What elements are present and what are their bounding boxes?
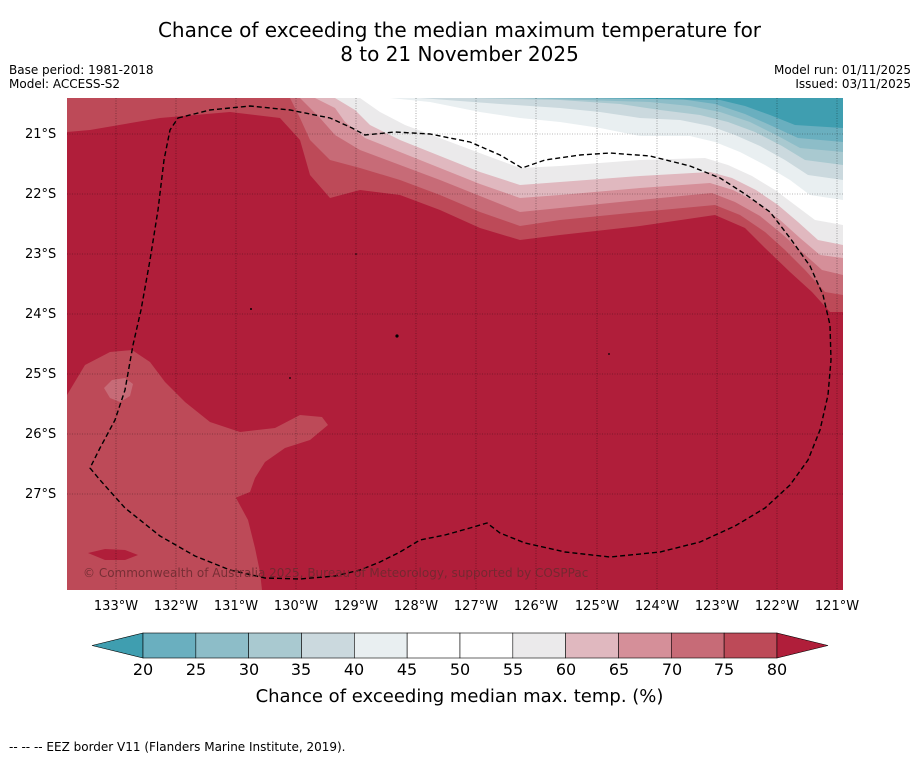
colorbar-tick-label: 55	[502, 660, 524, 679]
lon-label: 125°W	[574, 599, 620, 614]
colorbar-tick-label: 30	[238, 660, 260, 679]
islands	[250, 253, 610, 379]
colorbar-segment	[301, 632, 355, 659]
colorbar-tick-label: 75	[713, 660, 735, 679]
colorbar-segment	[142, 632, 197, 659]
colorbar-segment	[406, 632, 461, 659]
lon-label: 122°W	[754, 599, 800, 614]
lon-label: 127°W	[453, 599, 499, 614]
meta-left: Base period: 1981-2018 Model: ACCESS-S2	[9, 63, 154, 91]
title-line-2: 8 to 21 November 2025	[340, 42, 579, 66]
model-name: Model: ACCESS-S2	[9, 77, 121, 91]
colorbar-segment	[512, 632, 566, 659]
colorbar-segment	[565, 632, 619, 659]
colorbar	[91, 632, 829, 659]
colorbar-tick-label: 50	[449, 660, 471, 679]
lat-label: 26°S	[25, 427, 57, 442]
meta-right: Model run: 01/11/2025 Issued: 03/11/2025	[774, 63, 911, 91]
lat-label: 27°S	[25, 487, 57, 502]
colorbar-tick-label: 35	[290, 660, 312, 679]
copyright-note: © Commonwealth of Australia 2025, Bureau…	[83, 566, 589, 580]
footer-note: -- -- -- EEZ border V11 (Flanders Marine…	[9, 740, 346, 754]
colorbar-segment	[670, 632, 725, 659]
colorbar-tick-label: 70	[661, 660, 683, 679]
colorbar-tick-label: 25	[185, 660, 207, 679]
title-line-1: Chance of exceeding the median maximum t…	[157, 18, 762, 42]
lat-label: 21°S	[25, 127, 57, 142]
lat-label: 22°S	[25, 187, 57, 202]
colorbar-segment	[459, 632, 514, 659]
lon-label: 128°W	[393, 599, 439, 614]
colorbar-segment	[723, 632, 778, 659]
colorbar-extend-low	[91, 632, 144, 659]
colorbar-tick-label: 45	[396, 660, 418, 679]
lon-label: 123°W	[694, 599, 740, 614]
colorbar-segment	[354, 632, 408, 659]
colorbar-segment	[195, 632, 249, 659]
band-below-20	[590, 98, 843, 128]
map-fill	[67, 98, 843, 590]
chart-title: Chance of exceeding the median maximum t…	[0, 18, 919, 66]
band-over-80-bottom-patch	[88, 549, 138, 560]
lon-label: 131°W	[213, 599, 259, 614]
colorbar-title: Chance of exceeding median max. temp. (%…	[255, 686, 664, 707]
issued-date: Issued: 03/11/2025	[795, 77, 911, 91]
lon-label: 124°W	[634, 599, 680, 614]
lat-label: 23°S	[25, 247, 57, 262]
colorbar-tick-label: 60	[555, 660, 577, 679]
lon-label: 121°W	[814, 599, 860, 614]
lon-label: 126°W	[513, 599, 559, 614]
graticule	[67, 98, 843, 590]
lat-label: 24°S	[25, 307, 57, 322]
lat-label: 25°S	[25, 367, 57, 382]
colorbar-segment	[618, 632, 672, 659]
colorbar-tick-label: 40	[343, 660, 365, 679]
colorbar-tick-label: 80	[766, 660, 788, 679]
colorbar-tick-label: 20	[132, 660, 154, 679]
colorbar-extend-high	[776, 632, 829, 659]
eez-border	[89, 105, 832, 580]
band-75-80-southwest	[67, 350, 328, 506]
colorbar-tick-label: 65	[608, 660, 630, 679]
lon-label: 129°W	[333, 599, 379, 614]
model-run: Model run: 01/11/2025	[773, 63, 911, 77]
colorbar-segment	[248, 632, 302, 659]
lon-label: 130°W	[273, 599, 319, 614]
base-period: Base period: 1981-2018	[9, 63, 154, 77]
lon-label: 133°W	[93, 599, 139, 614]
lon-label: 132°W	[153, 599, 199, 614]
